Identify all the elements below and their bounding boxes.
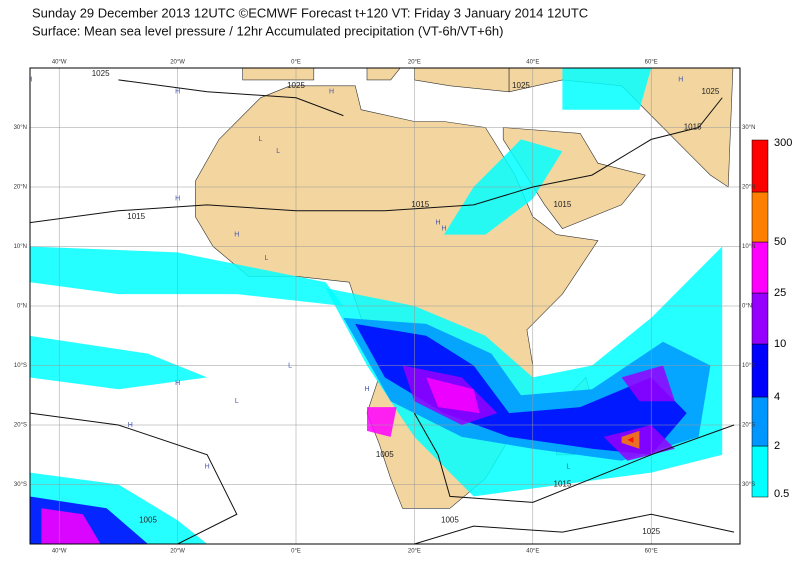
pressure-centre: H (678, 77, 683, 84)
isobar-label: 1025 (702, 87, 720, 96)
precipitation-area (30, 246, 344, 306)
isobar-label: 1015 (127, 212, 145, 221)
pressure-centre: H (175, 196, 180, 203)
isobar-label: 1025 (287, 81, 305, 90)
lat-label-right: 10°S (742, 363, 755, 369)
colorbar: 300 50 25 10 4 2 0.5 (751, 137, 792, 500)
isobar (118, 79, 344, 117)
lon-label-top: 0°E (291, 60, 301, 66)
pressure-centre: H (175, 89, 180, 96)
lon-label-top: 40°E (526, 60, 539, 66)
isobar-label: 1015 (554, 200, 572, 209)
colorbar-label: 4 (774, 391, 780, 403)
precipitation-area (562, 68, 652, 110)
lon-label-top: 20°E (408, 60, 421, 66)
pressure-centre: L (566, 463, 570, 470)
lat-label-right: 20°S (742, 423, 755, 429)
precipitation-area (367, 407, 397, 437)
pressure-centre: H (436, 220, 441, 227)
pressure-centre: H (329, 89, 334, 96)
map-area: 1025 1025 1025 1025 1015 1015 1015 1015 1015 1005… (27, 68, 740, 544)
map-frame (29, 67, 741, 545)
isobar (413, 412, 735, 503)
colorbar-segment (751, 191, 769, 243)
lat-label-right: 10°N (742, 244, 755, 250)
lon-label-top: 20°W (170, 60, 185, 66)
colorbar-segment (751, 292, 769, 345)
isobar-label: 1005 (441, 515, 459, 524)
lon-label-top: 60°E (645, 60, 658, 66)
lon-label-bottom: 40°E (526, 549, 539, 555)
pressure-centre: L (259, 136, 263, 143)
pressure-centre: L (264, 255, 268, 262)
pressure-centre: H (175, 380, 180, 387)
lat-label-left: 20°N (14, 185, 27, 191)
isobar (30, 97, 723, 224)
precipitation-area (426, 377, 480, 414)
lat-label-left: 20°S (14, 423, 27, 429)
colorbar-label: 300 (774, 137, 792, 149)
lon-label-bottom: 60°E (645, 549, 658, 555)
colorbar-label: 10 (774, 338, 786, 350)
lon-label-bottom: 20°W (170, 549, 185, 555)
lat-label-left: 10°N (14, 244, 27, 250)
land (366, 68, 401, 81)
isobar (30, 412, 238, 544)
colorbar-label: 25 (774, 287, 786, 299)
lat-label-left: 10°S (14, 363, 27, 369)
pressure-centre: H (365, 386, 370, 393)
isobar-label: 1005 (376, 450, 394, 459)
subtitle: Surface: Mean sea level pressure / 12hr … (32, 23, 504, 38)
lon-label-bottom: 20°E (408, 549, 421, 555)
pressure-centre: L (288, 362, 292, 369)
precipitation-area (621, 365, 675, 402)
colorbar-segment (751, 396, 769, 447)
colorbar-segment (751, 445, 769, 498)
precipitation-area (41, 508, 101, 544)
colorbar-label: 50 (774, 236, 786, 248)
lat-label-right: 0°N (742, 304, 752, 310)
colorbar-label: 2 (774, 440, 780, 452)
isobar-label: 1025 (642, 527, 660, 536)
colorbar-label: 0.5 (774, 488, 789, 500)
precipitation-area (627, 436, 634, 443)
colorbar-segment (751, 343, 769, 398)
isobar-label: 1015 (554, 480, 572, 489)
pressure-centre: H (234, 231, 239, 238)
pressure-centre: H (27, 77, 32, 84)
lat-label-left: 30°S (14, 482, 27, 488)
isobar-label: 1005 (139, 515, 157, 524)
isobar (414, 513, 735, 544)
isobar-label: 1025 (92, 69, 110, 78)
lat-label-right: 20°N (742, 185, 755, 191)
pressure-centre: H (441, 225, 446, 232)
precipitation-area (355, 323, 687, 455)
lat-label-left: 30°N (14, 125, 27, 131)
precipitation-area (30, 335, 208, 390)
lat-label-left: 0°N (17, 304, 27, 310)
colorbar-segment (751, 139, 769, 193)
lon-label-top: 40°W (52, 60, 67, 66)
lat-label-right: 30°S (742, 482, 755, 488)
land (242, 68, 315, 81)
isobar-label: 1015 (684, 123, 702, 132)
isobar-label: 1025 (512, 81, 530, 90)
isobar-label: 1015 (411, 200, 429, 209)
title: Sunday 29 December 2013 12UTC ©ECMWF For… (32, 5, 588, 20)
lon-label-bottom: 0°E (291, 549, 301, 555)
pressure-centre: L (235, 398, 239, 405)
pressure-centre: H (205, 463, 210, 470)
pressure-centre: L (276, 148, 280, 155)
pressure-centre: H (128, 422, 133, 429)
lat-label-right: 30°N (742, 125, 755, 131)
lon-label-bottom: 40°W (52, 549, 67, 555)
